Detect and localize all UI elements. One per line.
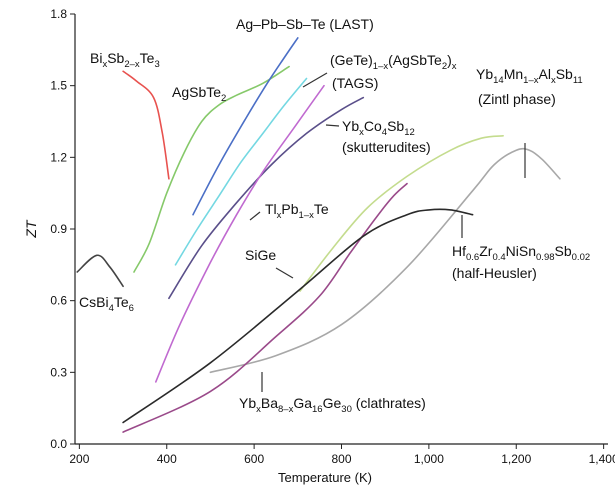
x-axis-title: Temperature (K) — [278, 470, 372, 485]
leader-tags — [302, 72, 328, 88]
series-line — [192, 37, 299, 216]
y-tick-label: 0.6 — [50, 294, 67, 308]
series-line — [133, 65, 290, 273]
y-tick-label: 1.2 — [50, 150, 67, 164]
label-zintl: (Zintl phase) — [478, 91, 556, 107]
series-line — [168, 96, 365, 300]
series-group — [76, 37, 561, 433]
y-tick-label: 0.0 — [50, 437, 67, 451]
label-skutterudites: (skutterudites) — [342, 139, 431, 155]
label-clathrates: YbxBa8–xGa16Ge30 (clathrates) — [239, 395, 426, 415]
series-line — [122, 70, 170, 180]
x-tick-label: 400 — [157, 452, 177, 466]
series-line — [299, 135, 504, 292]
leader-tlpbte — [249, 211, 261, 221]
label-csbite: CsBi4Te6 — [79, 294, 134, 314]
label-agsbte2: AgSbTe2 — [172, 84, 226, 104]
label-tags: (TAGS) — [332, 75, 378, 91]
series-line — [122, 182, 408, 433]
label-half-heusler: (half-Heusler) — [452, 265, 537, 281]
y-tick-label: 1.5 — [50, 79, 67, 93]
x-tick-label: 600 — [244, 452, 264, 466]
label-ybcosb: YbxCo4Sb12 — [342, 118, 415, 138]
label-bisbte: BixSb2–xTe3 — [90, 50, 160, 70]
x-tick-label: 800 — [331, 452, 351, 466]
label-getea: (GeTe)1–x(AgSbTe2)x — [330, 52, 457, 72]
annotations: Ag–Pb–Sb–Te (LAST) BixSb2–xTe3 AgSbTe2 (… — [79, 16, 590, 415]
leader-sige — [275, 267, 294, 279]
label-ybmnalsb: Yb14Mn1–xAlxSb11 — [476, 66, 583, 86]
label-last: Ag–Pb–Sb–Te (LAST) — [236, 16, 374, 32]
y-tick-label: 0.9 — [50, 222, 67, 236]
y-tick-label: 0.3 — [50, 365, 67, 379]
series-line — [209, 147, 561, 374]
y-axis-title: ZT — [23, 219, 39, 239]
x-tick-label: 200 — [69, 452, 89, 466]
x-tick-label: 1,200 — [501, 452, 531, 466]
label-hfzrnisnsb: Hf0.6Zr0.4NiSn0.98Sb0.02 — [452, 243, 590, 263]
leader-skutterudites — [325, 124, 340, 127]
series-line — [155, 84, 325, 383]
label-sige: SiGe — [245, 247, 276, 263]
label-tlpbte: TlxPb1–xTe — [265, 201, 329, 221]
x-tick-label: 1,400 — [589, 452, 615, 466]
series-line — [174, 77, 308, 266]
y-tick-label: 1.8 — [50, 7, 67, 21]
annotation-leaders — [249, 72, 526, 392]
series-line — [76, 254, 124, 288]
axis-ticks: 200 400 600 800 1,000 1,200 1,400 0.0 0.3 0.6 0.9 1… — [50, 7, 615, 466]
series-line — [122, 208, 474, 424]
x-tick-label: 1,000 — [414, 452, 444, 466]
